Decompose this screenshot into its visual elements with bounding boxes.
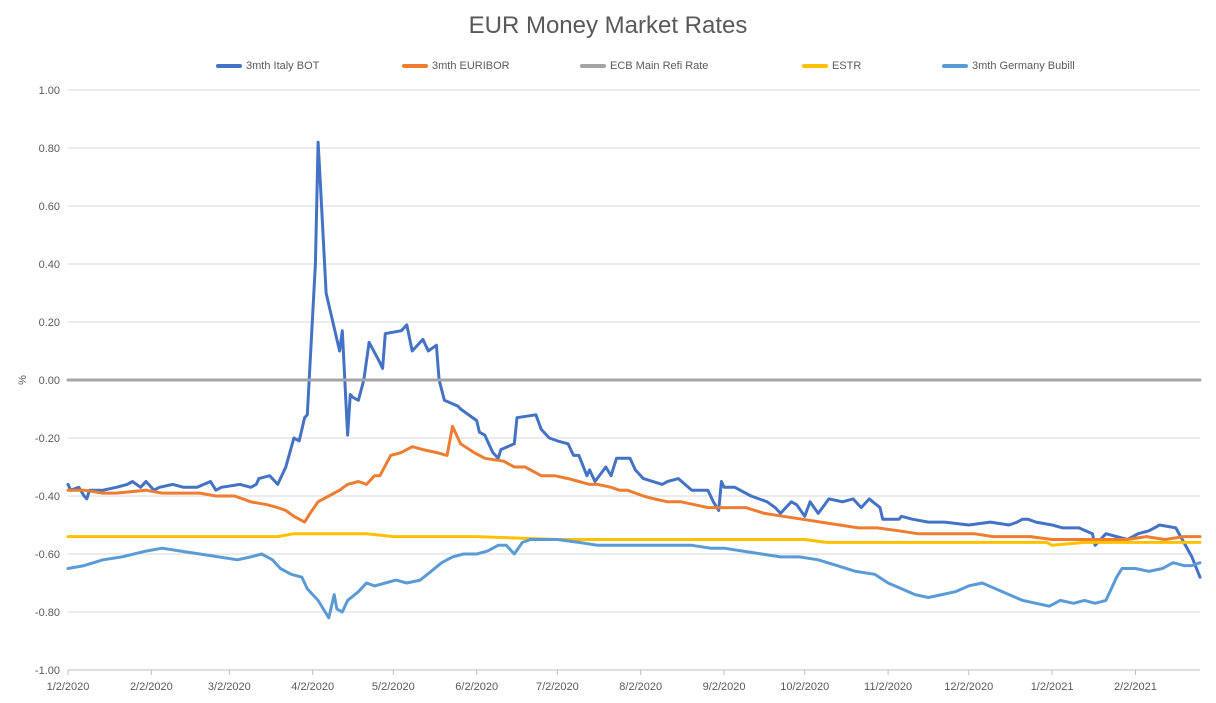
x-tick-label: 1/2/2021 bbox=[1031, 681, 1074, 693]
chart-title: EUR Money Market Rates bbox=[468, 12, 748, 39]
legend-swatch bbox=[402, 64, 428, 68]
y-tick-label: -0.60 bbox=[35, 549, 60, 561]
y-tick-label: 0.60 bbox=[39, 201, 60, 213]
x-tick-label: 1/2/2020 bbox=[47, 681, 90, 693]
x-tick-label: 6/2/2020 bbox=[455, 681, 498, 693]
y-tick-label: 0.40 bbox=[39, 259, 60, 271]
legend-label: ECB Main Refi Rate bbox=[610, 60, 709, 72]
y-tick-label: 0.20 bbox=[39, 317, 60, 329]
y-tick-label: 0.00 bbox=[39, 375, 60, 387]
series-line-estr bbox=[66, 532, 1202, 547]
legend-label: 3mth EURIBOR bbox=[432, 60, 510, 72]
chart-legend: 3mth Italy BOT 3mth EURIBOR ECB Main Refi … bbox=[0, 60, 1216, 76]
series-line-3mth-euribor bbox=[66, 424, 1202, 541]
x-tick-label: 10/2/2020 bbox=[780, 681, 829, 693]
y-tick-label: -0.40 bbox=[35, 491, 60, 503]
legend-swatch bbox=[942, 64, 968, 68]
series-layer bbox=[66, 140, 1202, 620]
x-tick-label: 3/2/2020 bbox=[208, 681, 251, 693]
legend-swatch bbox=[802, 64, 828, 68]
x-tick-label: 12/2/2020 bbox=[944, 681, 993, 693]
x-tick-label: 7/2/2020 bbox=[536, 681, 579, 693]
x-tick-label: 9/2/2020 bbox=[703, 681, 746, 693]
legend-item: 3mth Italy BOT bbox=[216, 60, 319, 72]
x-tick-label: 5/2/2020 bbox=[372, 681, 415, 693]
axis-layer: 1.00 0.80 0.60 0.40 0.20 0.00 -0.20 -0.40 -0.60 -… bbox=[35, 85, 1200, 693]
legend-label: 3mth Germany Bubill bbox=[972, 60, 1075, 72]
legend-item: ECB Main Refi Rate bbox=[580, 60, 708, 72]
series-line-3mth-germany-bubill bbox=[66, 538, 1202, 620]
legend-item: 3mth EURIBOR bbox=[402, 60, 510, 72]
legend-item: ESTR bbox=[802, 60, 861, 72]
x-tick-label: 11/2/2020 bbox=[864, 681, 912, 693]
y-tick-label: -1.00 bbox=[35, 665, 60, 677]
legend-swatch bbox=[216, 64, 242, 68]
legend-item: 3mth Germany Bubill bbox=[942, 60, 1075, 72]
y-tick-label: -0.80 bbox=[35, 607, 60, 619]
x-tick-label: 8/2/2020 bbox=[619, 681, 662, 693]
y-tick-label: -0.20 bbox=[35, 433, 60, 445]
x-tick-label: 2/2/2020 bbox=[130, 681, 173, 693]
legend-swatch bbox=[580, 64, 606, 68]
legend-label: 3mth Italy BOT bbox=[246, 60, 320, 72]
x-tick-label: 4/2/2020 bbox=[291, 681, 334, 693]
y-tick-label: 0.80 bbox=[39, 143, 60, 155]
y-tick-label: 1.00 bbox=[39, 85, 60, 97]
x-tick-label: 2/2/2021 bbox=[1114, 681, 1157, 693]
series-line-3mth-italy-bot bbox=[66, 140, 1202, 579]
legend-label: ESTR bbox=[832, 60, 862, 72]
